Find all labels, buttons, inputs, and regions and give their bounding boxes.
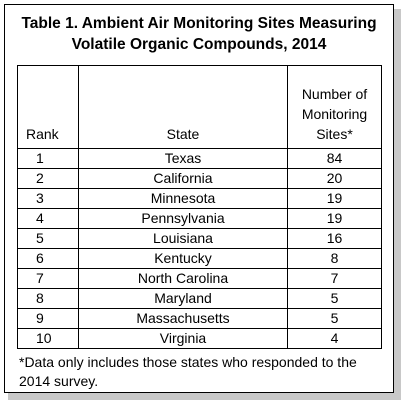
cell-count: 84 [287, 148, 382, 169]
table-title-line-2: Volatile Organic Compounds, 2014 [71, 36, 327, 53]
table-row: 1 Texas 84 [17, 148, 382, 169]
cell-state: Texas [78, 148, 288, 169]
footnote: *Data only includes those states who res… [19, 354, 357, 389]
monitoring-sites-table: Rank State Number of Monitoring Sites* 1… [17, 65, 382, 349]
cell-count: 5 [287, 308, 382, 329]
table-row: 8 Maryland 5 [17, 288, 382, 309]
cell-state: Virginia [78, 328, 288, 349]
cell-rank: 7 [17, 268, 79, 289]
header-row: Rank State Number of Monitoring Sites* [17, 65, 382, 149]
header-count-line-1: Number of [301, 86, 368, 102]
table-row: 10 Virginia 4 [17, 328, 382, 349]
cell-state: Louisiana [78, 228, 288, 249]
header-state: State [78, 65, 288, 149]
table-body: 1 Texas 84 2 California 20 3 Minnesota 19 4 Pennsy… [17, 148, 382, 349]
header-count-line-3: Sites* [316, 126, 353, 142]
table-title: Table 1. Ambient Air Monitoring Sites Me… [5, 13, 393, 55]
cell-rank: 8 [17, 288, 79, 309]
table-row: 3 Minnesota 19 [17, 188, 382, 209]
table-row: 2 California 20 [17, 168, 382, 189]
cell-count: 20 [287, 168, 382, 189]
table-title-line-1: Table 1. Ambient Air Monitoring Sites Me… [21, 15, 377, 32]
cell-count: 16 [287, 228, 382, 249]
cell-state: Pennsylvania [78, 208, 288, 229]
table-row: 9 Massachusetts 5 [17, 308, 382, 329]
table-row: 7 North Carolina 7 [17, 268, 382, 289]
cell-rank: 5 [17, 228, 79, 249]
table-row: 5 Louisiana 16 [17, 228, 382, 249]
cell-rank: 4 [17, 208, 79, 229]
cell-count: 19 [287, 188, 382, 209]
cell-rank: 9 [17, 308, 79, 329]
cell-rank: 10 [17, 328, 79, 349]
cell-count: 19 [287, 208, 382, 229]
cell-count: 5 [287, 288, 382, 309]
cell-state: Massachusetts [78, 308, 288, 329]
header-rank: Rank [17, 65, 79, 149]
table-frame: Table 1. Ambient Air Monitoring Sites Me… [4, 4, 394, 393]
cell-state: North Carolina [78, 268, 288, 289]
header-count-line-2: Monitoring [301, 106, 368, 122]
cell-rank: 3 [17, 188, 79, 209]
table-row: 4 Pennsylvania 19 [17, 208, 382, 229]
table-row: 6 Kentucky 8 [17, 248, 382, 269]
cell-count: 8 [287, 248, 382, 269]
cell-rank: 2 [17, 168, 79, 189]
header-count: Number of Monitoring Sites* [287, 65, 382, 149]
cell-rank: 6 [17, 248, 79, 269]
cell-count: 4 [287, 328, 382, 349]
cell-count: 7 [287, 268, 382, 289]
cell-state: Maryland [78, 288, 288, 309]
cell-state: California [78, 168, 288, 189]
cell-rank: 1 [17, 148, 79, 169]
cell-state: Kentucky [78, 248, 288, 269]
cell-state: Minnesota [78, 188, 288, 209]
